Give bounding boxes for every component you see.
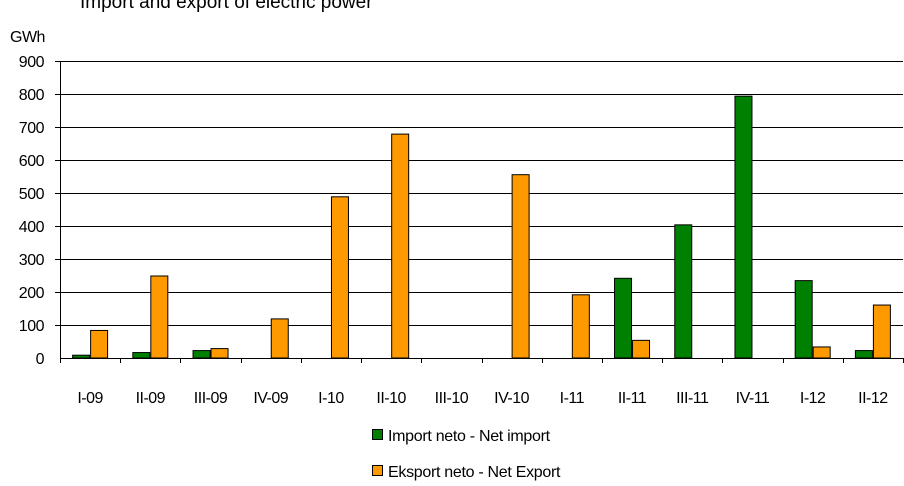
y-tick-label: 300 — [19, 252, 45, 269]
bar-net-export — [330, 196, 349, 359]
bars — [72, 95, 891, 359]
y-tick-label: 600 — [19, 153, 45, 170]
bar-net-export — [872, 304, 891, 359]
legend-swatch — [372, 429, 383, 440]
x-tick-label: I-09 — [77, 390, 103, 407]
legend: Import neto - Net import Eksport neto - N… — [372, 428, 561, 481]
y-tick-label: 500 — [19, 186, 45, 203]
bar-net-import — [854, 350, 873, 359]
y-tick-label: 200 — [19, 285, 45, 302]
x-tick-label: III-11 — [676, 390, 709, 407]
bar-net-export — [571, 294, 590, 359]
y-tick-label: 700 — [19, 120, 45, 137]
x-tick-label: II-12 — [858, 390, 888, 407]
y-tick-label: 900 — [19, 54, 45, 71]
chart-title: Import and export of electric power — [80, 0, 373, 13]
bar-net-import — [192, 350, 211, 359]
x-tick-label: II-09 — [136, 390, 166, 407]
x-tick-label: II-10 — [376, 390, 406, 407]
axes — [55, 61, 904, 363]
gridlines — [60, 61, 903, 326]
bar-net-import — [794, 280, 813, 359]
legend-label: Eksport neto - Net Export — [388, 464, 561, 481]
x-tick-label: I-11 — [560, 390, 585, 407]
y-axis-unit-label: GWh — [10, 29, 45, 46]
x-tick-label: IV-09 — [253, 390, 288, 407]
bar-net-import — [734, 95, 753, 359]
x-tick-label: IV-10 — [494, 390, 529, 407]
x-tick-label: I-12 — [800, 390, 826, 407]
y-tick-labels: 0 100 200 300 400 500 600 700 800 900 — [19, 54, 45, 368]
x-tick-label: III-10 — [435, 390, 469, 407]
bar-net-export — [391, 133, 410, 359]
legend-label: Import neto - Net import — [388, 428, 551, 445]
x-tick-label: II-11 — [618, 390, 647, 407]
y-tick-label: 0 — [36, 351, 45, 368]
y-tick-label: 100 — [19, 318, 45, 335]
bar-net-export — [150, 275, 169, 359]
bar-net-export — [812, 346, 831, 359]
x-tick-labels: I-09 II-09 III-09 IV-09 I-10 II-10 III-10 IV-10… — [77, 390, 888, 407]
y-tick-label: 800 — [19, 87, 45, 104]
bar-net-import — [72, 354, 91, 359]
bar-net-export — [632, 339, 651, 359]
legend-swatch — [372, 465, 383, 476]
bar-net-export — [270, 318, 289, 359]
bar-net-export — [210, 348, 229, 359]
bar-net-import — [132, 352, 151, 359]
x-tick-label: I-10 — [318, 390, 344, 407]
bar-net-export — [90, 329, 109, 359]
x-tick-label: III-09 — [194, 390, 228, 407]
bar-net-import — [674, 224, 693, 359]
bar-net-export — [511, 174, 530, 359]
y-tick-label: 400 — [19, 219, 45, 236]
x-tick-label: IV-11 — [736, 390, 770, 407]
bar-net-import — [614, 277, 633, 359]
